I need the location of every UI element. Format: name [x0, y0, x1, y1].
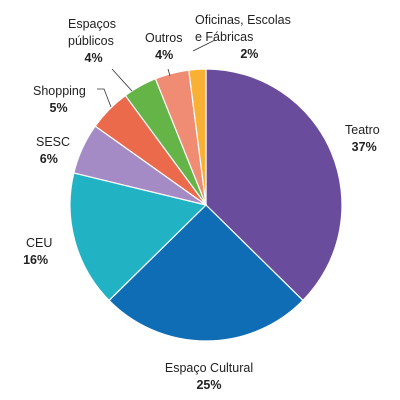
leader-line	[167, 68, 171, 77]
leader-lines-layer	[97, 39, 216, 108]
slice-label: e Fábricas	[195, 30, 253, 44]
slice-label: públicos	[68, 34, 114, 48]
slice-label: Teatro	[345, 123, 380, 137]
leader-line	[192, 39, 216, 52]
pie-slice-ceu	[69, 172, 208, 302]
slice-percentage: 5%	[50, 101, 68, 115]
slices-layer	[69, 68, 343, 342]
slice-percentage: 2%	[240, 47, 258, 61]
leader-line	[97, 88, 112, 108]
slice-percentage: 4%	[155, 48, 173, 62]
pie-slice-espaço-cultural	[108, 204, 304, 342]
slice-label: CEU	[26, 236, 52, 250]
slice-percentage: 37%	[352, 140, 377, 154]
slice-label: Outros	[145, 31, 183, 45]
slice-percentage: 16%	[23, 253, 48, 267]
slice-percentage: 6%	[40, 152, 58, 166]
slice-label: Espaço Cultural	[165, 361, 253, 375]
slice-label: Oficinas, Escolas	[195, 13, 291, 27]
leader-line	[111, 68, 133, 92]
slice-percentage: 25%	[196, 378, 221, 392]
slice-label: Espaços	[68, 17, 116, 31]
pie-slice-oficinas-escolas-e-fábricas	[188, 68, 207, 206]
labels-layer: Teatro 37% Espaço Cultural 25% CEU 16% SESC 6% S…	[23, 13, 380, 392]
slice-label: SESC	[36, 135, 70, 149]
slice-percentage: 4%	[85, 51, 103, 65]
slice-label: Shopping	[33, 84, 86, 98]
pie-slice-teatro	[205, 68, 343, 302]
